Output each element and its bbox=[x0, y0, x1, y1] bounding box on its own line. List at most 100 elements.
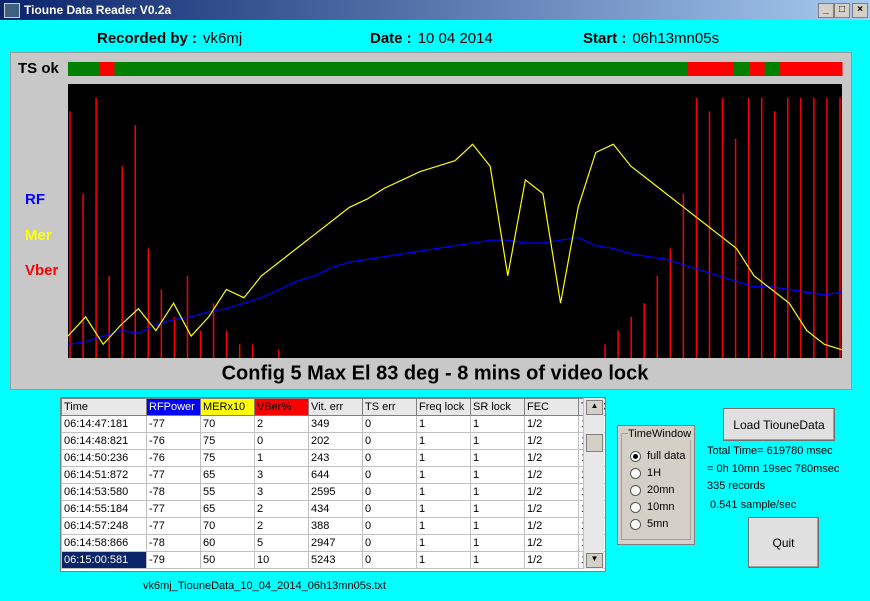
cell: 434 bbox=[308, 500, 363, 518]
label: Start : bbox=[583, 30, 627, 47]
legend-label: Vber bbox=[25, 262, 59, 279]
cell: 1 bbox=[470, 551, 525, 569]
value: 06h13mn05s bbox=[632, 30, 720, 47]
load-button[interactable]: Load TiouneData bbox=[723, 408, 835, 441]
duration: = 0h 10mn 19sec 780msec bbox=[707, 463, 840, 475]
scroll-up[interactable]: ▲ bbox=[586, 400, 603, 415]
radio-option[interactable]: 1H bbox=[630, 467, 661, 479]
cell: 1/2 bbox=[524, 534, 579, 552]
cell: 1/2 bbox=[524, 466, 579, 484]
cell: 0 bbox=[362, 483, 417, 501]
radio-label: 20mn bbox=[647, 484, 675, 496]
sample-rate: 0.541 sample/sec bbox=[710, 499, 797, 511]
cell: 5243 bbox=[308, 551, 363, 569]
date: Date : 10 04 2014 bbox=[370, 30, 493, 47]
cell: -76 bbox=[146, 432, 201, 450]
cell: 1 bbox=[416, 449, 471, 467]
start: Start : 06h13mn05s bbox=[583, 30, 719, 47]
quit-button[interactable]: Quit bbox=[748, 517, 819, 568]
cell: 75 bbox=[200, 449, 255, 467]
cell: 06:14:55:184 bbox=[61, 500, 147, 518]
ts-segment bbox=[362, 62, 379, 76]
radio-circle[interactable] bbox=[630, 484, 641, 496]
trace bbox=[67, 143, 843, 351]
window-title: Tioune Data Reader V0.2a bbox=[24, 3, 172, 17]
cell: -79 bbox=[146, 551, 201, 569]
scroll-thumb[interactable] bbox=[586, 434, 603, 452]
cell: 55 bbox=[200, 483, 255, 501]
ts-segment bbox=[826, 62, 843, 76]
column-header: VBer% bbox=[254, 398, 309, 416]
ts-segment bbox=[578, 62, 595, 76]
ts-segment bbox=[408, 62, 425, 76]
radio-option[interactable]: full data bbox=[630, 450, 686, 462]
cell: 0 bbox=[254, 432, 309, 450]
radio-option[interactable]: 20mn bbox=[630, 484, 675, 496]
radio-circle[interactable] bbox=[630, 518, 641, 530]
minimize-button[interactable]: _ bbox=[818, 3, 834, 18]
ts-segment bbox=[547, 62, 564, 76]
ts-segment bbox=[300, 62, 317, 76]
column-header: SR lock bbox=[470, 398, 525, 416]
scrollbar[interactable]: ▲ ▼ bbox=[583, 398, 604, 569]
column-header: Vit. err bbox=[308, 398, 363, 416]
cell: 0 bbox=[362, 534, 417, 552]
radio-option[interactable]: 5mn bbox=[630, 518, 668, 530]
scroll-down[interactable]: ▼ bbox=[586, 553, 603, 568]
radio-circle[interactable] bbox=[630, 450, 641, 462]
radio-option[interactable]: 10mn bbox=[630, 501, 675, 513]
maximize-button[interactable]: □ bbox=[834, 3, 850, 18]
ts-segment bbox=[687, 62, 704, 76]
ts-label: TS ok bbox=[18, 60, 59, 77]
cell: 06:14:48:821 bbox=[61, 432, 147, 450]
cell: 1 bbox=[470, 483, 525, 501]
cell: 202 bbox=[308, 432, 363, 450]
title-bar: Tioune Data Reader V0.2a _ □ × bbox=[0, 0, 870, 20]
column-header: RFPower bbox=[146, 398, 201, 416]
radio-circle[interactable] bbox=[630, 467, 641, 479]
radio-circle[interactable] bbox=[630, 501, 641, 513]
ts-segment bbox=[284, 62, 301, 76]
group-title: TimeWindow bbox=[628, 428, 692, 440]
cell: 0 bbox=[362, 415, 417, 433]
ts-segment bbox=[68, 62, 84, 76]
cell: 70 bbox=[200, 517, 255, 535]
ts-segment bbox=[145, 62, 162, 76]
cell: 06:15:00:581 bbox=[61, 551, 147, 569]
ts-segment bbox=[749, 62, 766, 76]
cell: -77 bbox=[146, 500, 201, 518]
column-header: Freq lock bbox=[416, 398, 471, 416]
ts-segment bbox=[346, 62, 363, 76]
data-table[interactable]: Time RFPower MERx10 VBer% Vit. err TS err Freq… bbox=[60, 397, 606, 572]
cell: -77 bbox=[146, 466, 201, 484]
ts-segment bbox=[702, 62, 719, 76]
ts-segment bbox=[455, 62, 471, 76]
cell: 75 bbox=[200, 432, 255, 450]
value: 10 04 2014 bbox=[417, 30, 493, 47]
ts-segment bbox=[160, 62, 177, 76]
cell: 1/2 bbox=[524, 432, 579, 450]
cell: 06:14:53:580 bbox=[61, 483, 147, 501]
legend-label: RF bbox=[25, 191, 45, 208]
cell: 1 bbox=[416, 517, 471, 535]
close-button[interactable]: × bbox=[852, 3, 868, 18]
cell: 06:14:50:236 bbox=[61, 449, 147, 467]
cell: 2595 bbox=[308, 483, 363, 501]
ts-segment bbox=[222, 62, 239, 76]
ts-segment bbox=[733, 62, 750, 76]
ts-segment bbox=[764, 62, 781, 76]
cell: 349 bbox=[308, 415, 363, 433]
ts-segment bbox=[315, 62, 332, 76]
cell: 644 bbox=[308, 466, 363, 484]
cell: 243 bbox=[308, 449, 363, 467]
